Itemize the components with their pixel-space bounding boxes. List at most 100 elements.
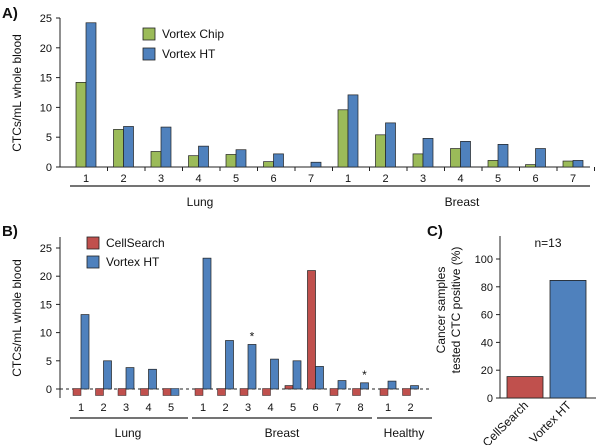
- panel-b-significance-marker: *: [250, 329, 255, 343]
- panel-a-y-tick-label: 10: [40, 102, 52, 114]
- panel-b-legend-label-cellsearch: CellSearch: [106, 236, 165, 250]
- panel-b-x-tick-label: 5: [168, 402, 174, 414]
- panel-a-bar-lung-5-vortex-ht: [235, 149, 247, 168]
- panel-a-bar-lung-4-vortex-chip: [188, 155, 199, 168]
- panel-a-bar-breast-4-vortex-chip: [450, 148, 461, 168]
- panel-b-group-label-lung: Lung: [115, 426, 142, 440]
- panel-a-bar-breast-5-vortex-ht: [497, 144, 509, 168]
- panel-b-bar-breast-4-vortex-ht: [270, 358, 279, 390]
- panel-b-x-tick-label: 3: [123, 402, 129, 414]
- panel-b-label: B): [2, 223, 18, 240]
- panel-b-bar-breast-8-cellsearch: [352, 388, 361, 396]
- panel-b-bar-lung-4-cellsearch: [140, 388, 149, 396]
- panel-c-y-tick-label: 20: [481, 365, 493, 377]
- panel-c-bar-cellsearch: [506, 376, 544, 399]
- panel-a-x-tick-label: 4: [457, 173, 463, 185]
- panel-a-bar-breast-7-vortex-chip: [562, 160, 574, 168]
- panel-c: C) Cancer samples tested CTC positive (%…: [427, 223, 596, 445]
- panel-b-bar-breast-8-vortex-ht: [360, 382, 369, 390]
- panel-b-bar-healthy-1-vortex-ht: [387, 380, 397, 390]
- panel-b-bar-healthy-2-vortex-ht: [410, 385, 419, 390]
- panel-b-bar-lung-5-cellsearch: [162, 388, 172, 396]
- panel-a-bar-breast-1-vortex-chip: [337, 109, 349, 168]
- panel-a-x-tick-label: 3: [158, 173, 164, 185]
- panel-b-bar-lung-2-vortex-ht: [103, 360, 112, 390]
- panel-c-y-tick-label: 0: [487, 393, 493, 405]
- panel-a-y-tick-label: 20: [40, 43, 52, 55]
- panel-b-legend-swatch-cellsearch: [86, 236, 100, 250]
- panel-a-x-tick-label: 6: [532, 173, 538, 185]
- panel-a-legend-label-vortex-ht: Vortex HT: [162, 47, 216, 61]
- panel-a-bar-lung-1-vortex-chip: [75, 82, 87, 168]
- panel-a-bar-lung-3-vortex-chip: [150, 151, 162, 168]
- panel-b-bar-lung-2-cellsearch: [95, 388, 104, 396]
- panel-a-bar-breast-6-vortex-ht: [535, 148, 546, 168]
- panel-a-y-axis-label: CTCs/mL whole blood: [10, 34, 24, 152]
- panel-a-bar-lung-2-vortex-chip: [113, 129, 124, 168]
- panel-a-legend-swatch-vortex-ht: [142, 47, 156, 61]
- panel-b-y-tick-label: 10: [40, 328, 52, 340]
- panel-a-x-tick-label: 4: [195, 173, 201, 185]
- panel-a-y-tick-label: 0: [46, 162, 52, 174]
- panel-b-bar-lung-1-vortex-ht: [80, 314, 90, 390]
- panel-b-bar-healthy-2-cellsearch: [402, 388, 411, 396]
- panel-b-y-tick-label: 15: [40, 299, 52, 311]
- panel-c-annotation: n=13: [534, 236, 561, 250]
- panel-b-y-tick-label: 25: [40, 243, 52, 255]
- panel-a-x-tick-label: 1: [345, 173, 351, 185]
- panel-a-x-tick-label: 5: [495, 173, 501, 185]
- panel-a-y-tick-label: 5: [46, 132, 52, 144]
- panel-c-label: C): [427, 223, 443, 240]
- panel-b-bar-lung-5-vortex-ht: [170, 388, 180, 396]
- panel-c-x-tick-label-cellsearch: CellSearch: [480, 398, 531, 445]
- panel-c-y-axis-label-line1: Cancer samples: [434, 267, 448, 354]
- panel-b-x-tick-label: 1: [78, 402, 84, 414]
- panel-b-y-tick-label: 20: [40, 271, 52, 283]
- panel-b-x-tick-label: 5: [290, 402, 296, 414]
- panel-b-legend-swatch-vortex-ht: [86, 255, 100, 269]
- panel-a-legend-swatch-vortex-chip: [142, 27, 156, 41]
- panel-a-bar-breast-2-vortex-chip: [375, 134, 386, 168]
- panel-a-x-tick-label: 6: [270, 173, 276, 185]
- panel-a-bar-breast-6-vortex-chip: [525, 164, 536, 168]
- panel-b-bar-breast-6-cellsearch: [307, 270, 316, 390]
- panel-b-x-tick-label: 6: [312, 402, 318, 414]
- panel-b-bar-lung-3-cellsearch: [117, 388, 127, 396]
- panel-a-bar-breast-2-vortex-ht: [385, 122, 396, 168]
- panel-b-bar-breast-3-cellsearch: [239, 388, 249, 396]
- panel-b-x-tick-label: 8: [357, 402, 363, 414]
- panel-b-bar-breast-5-cellsearch: [284, 385, 294, 390]
- panel-a-bar-lung-6-vortex-ht: [273, 153, 284, 168]
- panel-b-bar-breast-5-vortex-ht: [292, 360, 302, 390]
- panel-b-x-tick-label: 2: [100, 402, 106, 414]
- panel-a-bar-lung-2-vortex-ht: [123, 126, 134, 168]
- panel-b-x-tick-label: 2: [222, 402, 228, 414]
- panel-b-bar-breast-3-vortex-ht: [247, 344, 257, 390]
- panel-a-bar-breast-1-vortex-ht: [347, 94, 359, 168]
- panel-b-bar-lung-1-cellsearch: [72, 388, 82, 396]
- panel-b-x-tick-label: 3: [245, 402, 251, 414]
- panel-a-bar-lung-6-vortex-chip: [263, 161, 274, 168]
- panel-a-bar-breast-3-vortex-ht: [422, 138, 434, 168]
- panel-b-bar-lung-4-vortex-ht: [148, 368, 157, 390]
- panel-a-bar-breast-5-vortex-chip: [487, 160, 499, 168]
- panel-b-bar-breast-4-cellsearch: [262, 388, 271, 396]
- panel-b-bar-breast-1-cellsearch: [194, 388, 204, 396]
- panel-b-group-label-breast: Breast: [265, 426, 300, 440]
- panel-a-bar-breast-4-vortex-ht: [460, 141, 471, 168]
- panel-a-x-tick-label: 3: [420, 173, 426, 185]
- panel-b-y-tick-label: 5: [46, 356, 52, 368]
- panel-b-bar-lung-3-vortex-ht: [125, 367, 135, 390]
- panel-a-group-label-lung: Lung: [187, 195, 214, 209]
- panel-b-x-tick-label: 7: [335, 402, 341, 414]
- panel-b-x-tick-label: 4: [267, 402, 273, 414]
- panel-b-bar-breast-2-vortex-ht: [225, 340, 234, 390]
- panel-a-x-tick-label: 7: [570, 173, 576, 185]
- panel-b-x-tick-label: 2: [407, 402, 413, 414]
- panel-a-x-tick-label: 1: [83, 173, 89, 185]
- panel-a-bar-breast-7-vortex-ht: [572, 160, 584, 168]
- panel-b-x-tick-label: 1: [385, 402, 391, 414]
